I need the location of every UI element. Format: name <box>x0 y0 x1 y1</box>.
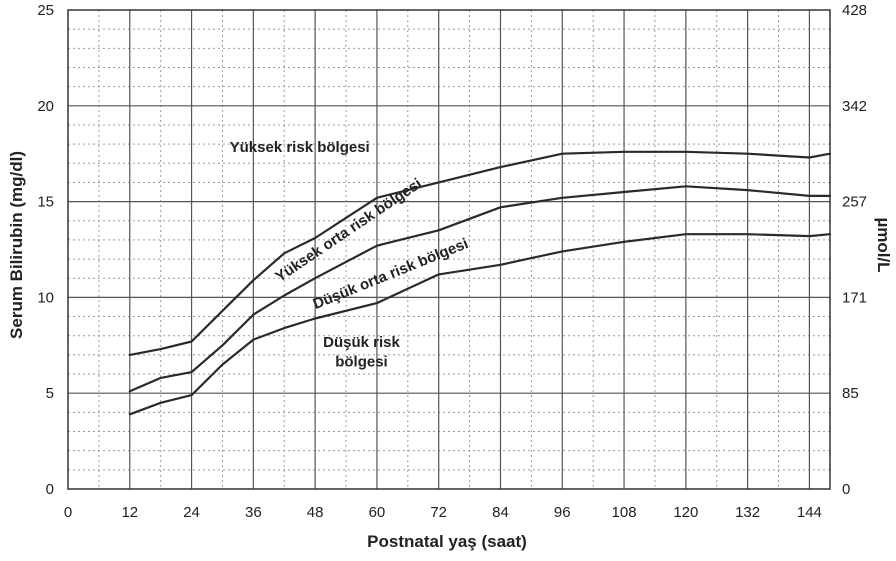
x-tick-label: 24 <box>183 504 200 521</box>
x-tick-label: 84 <box>492 504 509 521</box>
y-tick-label: 25 <box>37 2 54 19</box>
x-tick-label: 96 <box>554 504 571 521</box>
region-label: Düşük risk <box>323 334 400 351</box>
y2-tick-label: 85 <box>842 385 859 402</box>
y-tick-label: 0 <box>46 481 54 498</box>
plot-frame <box>67 9 831 490</box>
y2-tick-labels: 0 85 171 257 342 428 <box>842 2 867 498</box>
x-tick-label: 60 <box>369 504 386 521</box>
y-tick-labels: 0 5 10 15 20 25 <box>37 2 54 498</box>
x-axis-title: Postnatal yaş (saat) <box>367 532 527 551</box>
y2-tick-label: 342 <box>842 98 867 115</box>
y2-axis-title: µmol/L <box>874 217 893 272</box>
y-tick-label: 5 <box>46 385 54 402</box>
y2-tick-label: 0 <box>842 481 850 498</box>
y2-tick-label: 257 <box>842 194 867 211</box>
x-tick-label: 120 <box>673 504 698 521</box>
x-tick-label: 36 <box>245 504 262 521</box>
y-tick-label: 10 <box>37 289 54 306</box>
risk-curves <box>128 150 832 416</box>
x-tick-label: 72 <box>430 504 447 521</box>
y-tick-label: 20 <box>37 98 54 115</box>
y2-tick-label: 428 <box>842 2 867 19</box>
y-axis-title: Serum Bilirubin (mg/dl) <box>7 151 26 339</box>
percentile-curve-3 <box>128 233 832 416</box>
x-tick-label: 132 <box>735 504 760 521</box>
minor-grid <box>68 10 830 489</box>
x-tick-label: 48 <box>307 504 324 521</box>
x-tick-label: 0 <box>64 504 72 521</box>
percentile-curve-1 <box>128 150 832 356</box>
x-tick-label: 144 <box>797 504 822 521</box>
region-label: Yüksek risk bölgesi <box>230 139 370 156</box>
plot-border <box>67 9 831 490</box>
y-tick-label: 15 <box>37 194 54 211</box>
percentile-curve-2 <box>128 185 832 393</box>
y2-tick-label: 171 <box>842 289 867 306</box>
region-label: bölgesi <box>335 353 388 370</box>
x-tick-label: 108 <box>612 504 637 521</box>
x-tick-label: 12 <box>121 504 138 521</box>
x-tick-labels: 0 12 24 36 48 60 72 84 96 108 120 132 144 <box>64 504 822 521</box>
